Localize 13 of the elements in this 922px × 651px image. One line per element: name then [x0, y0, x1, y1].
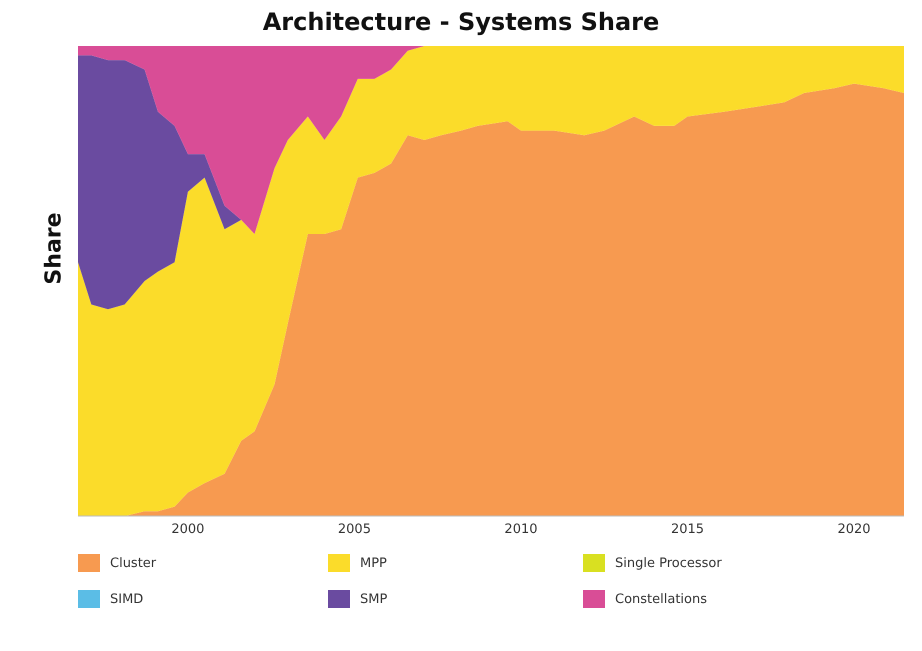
legend-label: SMP	[360, 592, 388, 606]
legend-label: SIMD	[110, 592, 144, 606]
x-tick-label: 2010	[504, 522, 538, 538]
chart-title: Architecture - Systems Share	[262, 8, 660, 36]
legend-label: Single Processor	[615, 556, 722, 570]
y-axis-title: Share	[42, 212, 67, 285]
legend-label: Cluster	[110, 556, 156, 570]
x-tick-label: 2020	[837, 522, 871, 538]
legend-label: Constellations	[615, 592, 708, 606]
x-tick-label: 2000	[171, 522, 204, 538]
legend-label: MPP	[360, 556, 387, 570]
x-tick-label: 2015	[670, 522, 704, 538]
x-tick-label: 2005	[338, 522, 371, 538]
